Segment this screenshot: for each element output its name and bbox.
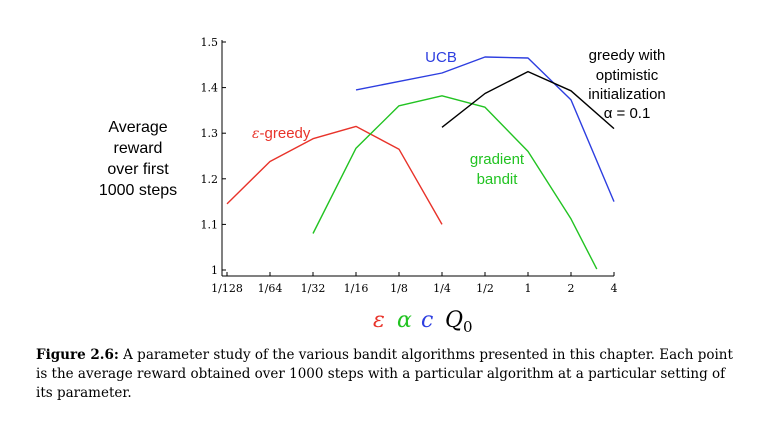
- y-tick-label: 1.3: [201, 127, 219, 140]
- chart-axes: 1 1.1 1.2 1.3 1.4 1.5 1/128 1/64 1/32 1/16 1/8 1/4 1…: [201, 36, 618, 295]
- series-label-gradient-bandit-line1: gradient: [470, 151, 525, 168]
- y-tick-label: 1: [211, 264, 218, 277]
- series-line-3: [441, 70, 615, 130]
- series-label-greedy-optimistic-line4: α = 0.1: [604, 105, 651, 122]
- x-label-q0: Q0: [445, 308, 473, 336]
- y-tick-label: 1.2: [201, 173, 219, 186]
- series-label-epsilon-greedy: ε-greedy: [252, 125, 311, 142]
- caption-text: A parameter study of the various bandit …: [36, 347, 733, 401]
- x-tick-label: 1/2: [476, 282, 494, 295]
- x-label-alpha: α: [397, 308, 412, 333]
- x-label-c: c: [421, 308, 433, 333]
- series-label-greedy-optimistic-line2: optimistic: [596, 67, 659, 84]
- x-label-epsilon: ε: [373, 308, 385, 333]
- caption-label: Figure 2.6:: [36, 347, 119, 363]
- y-axis-label-line4: 1000 steps: [99, 182, 177, 199]
- series-label-greedy-optimistic-line3: initialization: [588, 86, 666, 103]
- x-tick-label: 1: [525, 282, 532, 295]
- y-tick-label: 1.4: [201, 82, 219, 95]
- x-tick-label: 1/16: [344, 282, 369, 295]
- series-label-gradient-bandit-line2: bandit: [477, 171, 519, 188]
- epsilon-greedy-label-text: -greedy: [260, 125, 311, 142]
- x-tick-label: 2: [568, 282, 575, 295]
- series-label-ucb: UCB: [425, 49, 457, 66]
- x-label-q: Q: [445, 308, 463, 333]
- y-axis-label-line3: over first: [107, 161, 169, 178]
- parameter-study-chart: 1 1.1 1.2 1.3 1.4 1.5 1/128 1/64 1/32 1/16 1/8 1/4 1…: [99, 36, 666, 336]
- y-axis-label-line1: Average: [108, 119, 167, 136]
- figure-caption: Figure 2.6: A parameter study of the var…: [36, 346, 736, 403]
- x-tick-label: 1/32: [301, 282, 326, 295]
- x-axis-symbol-label: ε α c Q0: [373, 308, 473, 336]
- y-tick-label: 1.1: [201, 218, 219, 231]
- y-axis-label-line2: reward: [114, 140, 163, 157]
- x-tick-label: 1/4: [433, 282, 451, 295]
- series-line-2: [355, 56, 615, 202]
- x-tick-label: 4: [611, 282, 618, 295]
- series-label-greedy-optimistic-line1: greedy with: [589, 47, 666, 64]
- x-tick-label: 1/64: [258, 282, 283, 295]
- x-label-q-subscript: 0: [463, 318, 473, 336]
- x-tick-label: 1/128: [211, 282, 243, 295]
- x-tick-label: 1/8: [390, 282, 408, 295]
- epsilon-symbol: ε: [252, 126, 260, 142]
- series-line-0: [226, 125, 443, 225]
- chart-series: [226, 56, 615, 270]
- series-line-1: [312, 95, 598, 270]
- y-tick-label: 1.5: [201, 36, 219, 49]
